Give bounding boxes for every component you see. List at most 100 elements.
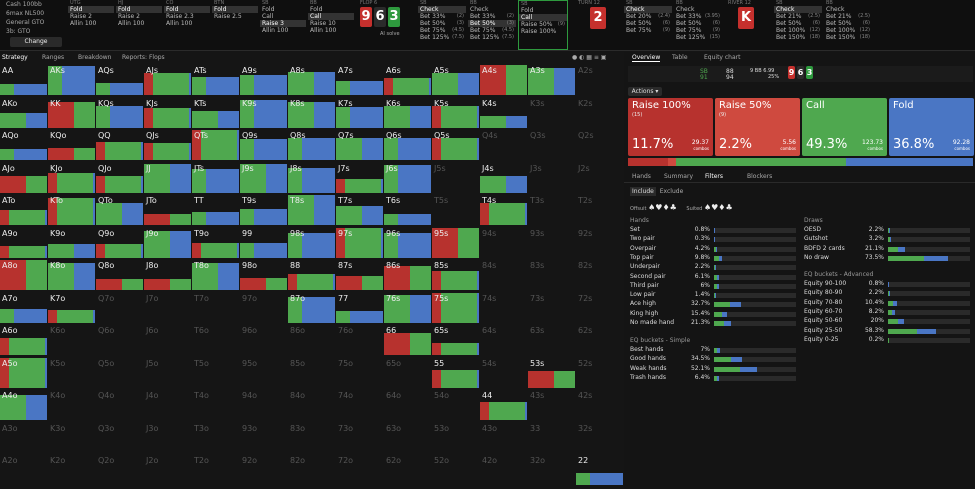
hand-cell[interactable]: T2s — [576, 195, 623, 226]
tab-hands[interactable]: Hands — [632, 173, 651, 180]
stat-row[interactable]: Equity 80-90 2.2% — [804, 289, 972, 298]
hand-cell[interactable]: A3s — [528, 65, 575, 96]
hand-cell[interactable]: K2o — [48, 455, 95, 486]
stat-row[interactable]: Weak hands 52.1% — [630, 365, 798, 374]
action-option[interactable]: Call — [308, 13, 354, 20]
hand-cell[interactable]: A5o — [0, 358, 47, 389]
hand-cell[interactable]: AJo — [0, 163, 47, 194]
hand-cell[interactable]: 72s — [576, 293, 623, 324]
action-option[interactable]: Check — [824, 6, 872, 13]
hand-cell[interactable]: 98s — [288, 228, 335, 259]
action-option[interactable]: Call — [519, 14, 567, 21]
hand-cell[interactable]: T5o — [192, 358, 239, 389]
hand-cell[interactable]: 75s — [432, 293, 479, 324]
tab-table[interactable]: Table — [672, 54, 688, 61]
hand-cell[interactable]: A8s — [288, 65, 335, 96]
hand-cell[interactable]: KK — [48, 98, 95, 129]
action-option[interactable]: Bet 125% (7.5) — [418, 34, 466, 41]
tab-blockers[interactable]: Blockers — [747, 173, 773, 180]
hand-cell[interactable]: 75o — [336, 358, 383, 389]
hand-cell[interactable]: 87s — [336, 260, 383, 291]
hand-cell[interactable]: 52s — [576, 358, 623, 389]
hand-cell[interactable]: 64o — [384, 390, 431, 421]
hand-cell[interactable]: 82o — [288, 455, 335, 486]
hand-cell[interactable]: K9o — [48, 228, 95, 259]
board-card[interactable]: 3 — [388, 7, 400, 27]
hand-cell[interactable]: Q6s — [384, 130, 431, 161]
hand-cell[interactable]: 32o — [528, 455, 575, 486]
hand-cell[interactable]: J6s — [384, 163, 431, 194]
hand-cell[interactable]: K4o — [48, 390, 95, 421]
action-option[interactable]: Bet 125% (7.5) — [468, 34, 516, 41]
stat-row[interactable]: Good hands 34.5% — [630, 355, 798, 364]
action-option[interactable]: Raise 50% (9) — [519, 21, 567, 28]
hand-cell[interactable]: Q3s — [528, 130, 575, 161]
hand-cell[interactable]: 42o — [480, 455, 527, 486]
hand-cell[interactable]: J8s — [288, 163, 335, 194]
hand-cell[interactable]: J2s — [576, 163, 623, 194]
hand-cell[interactable]: K6o — [48, 325, 95, 356]
actions-dropdown[interactable]: Actions ▾ — [628, 87, 662, 96]
action-option[interactable]: Raise 2 — [118, 13, 140, 20]
hand-cell[interactable]: T2o — [192, 455, 239, 486]
action-option[interactable]: Bet 150% (18) — [774, 34, 822, 41]
stat-row[interactable]: Set 0.8% — [630, 226, 798, 235]
tab-equity-chart[interactable]: Equity chart — [704, 54, 741, 61]
breakdown-tab[interactable]: Breakdown — [78, 54, 112, 61]
hand-cell[interactable]: 76o — [336, 325, 383, 356]
action-card[interactable]: Call 49.3% 123.73 combos — [802, 98, 887, 156]
action-option[interactable]: Bet 21% (2.5) — [824, 13, 872, 20]
hand-cell[interactable]: 53s — [528, 358, 575, 389]
hand-cell[interactable]: K7o — [48, 293, 95, 324]
ai-solve-button[interactable]: AI solve — [380, 31, 400, 37]
hand-cell[interactable]: J3o — [144, 423, 191, 454]
action-option[interactable]: Raise 2 — [70, 13, 92, 20]
hand-cell[interactable]: TT — [192, 195, 239, 226]
hand-cell[interactable]: AKs — [48, 65, 95, 96]
action-option[interactable]: Allin 100 — [118, 20, 145, 27]
hand-cell[interactable]: KJo — [48, 163, 95, 194]
action-option[interactable]: Fold — [164, 6, 210, 13]
hand-cell[interactable]: K8s — [288, 98, 335, 129]
hand-cell[interactable]: A3o — [0, 423, 47, 454]
stat-row[interactable]: Two pair 0.3% — [630, 235, 798, 244]
reports-tab[interactable]: Reports: Flops — [122, 54, 165, 61]
hand-cell[interactable]: 43s — [528, 390, 575, 421]
board-card[interactable]: 6 — [374, 7, 386, 27]
hand-cell[interactable]: J9o — [144, 228, 191, 259]
hand-cell[interactable]: 83o — [288, 423, 335, 454]
hand-cell[interactable]: 88 — [288, 260, 335, 291]
hand-cell[interactable]: T6s — [384, 195, 431, 226]
hand-cell[interactable]: 65o — [384, 358, 431, 389]
hand-cell[interactable]: AKo — [0, 98, 47, 129]
hand-cell[interactable]: A5s — [432, 65, 479, 96]
action-option[interactable]: Raise 2.5 — [214, 13, 242, 20]
hand-cell[interactable]: 77 — [336, 293, 383, 324]
hand-cell[interactable]: 62s — [576, 325, 623, 356]
hand-cell[interactable]: 72o — [336, 455, 383, 486]
action-option[interactable]: Allin 100 — [166, 20, 193, 27]
hand-cell[interactable]: JTs — [192, 163, 239, 194]
action-option[interactable]: Bet 33% (3.95) — [674, 13, 722, 20]
hand-cell[interactable]: AJs — [144, 65, 191, 96]
hand-cell[interactable]: 63o — [384, 423, 431, 454]
hand-cell[interactable]: 96o — [240, 325, 287, 356]
hand-cell[interactable]: 42s — [576, 390, 623, 421]
hand-cell[interactable]: A6s — [384, 65, 431, 96]
hand-cell[interactable]: Q4s — [480, 130, 527, 161]
hand-cell[interactable]: T9s — [240, 195, 287, 226]
hand-cell[interactable]: AA — [0, 65, 47, 96]
hand-cell[interactable]: Q9s — [240, 130, 287, 161]
hand-cell[interactable]: J6o — [144, 325, 191, 356]
action-option[interactable]: Bet 75% (4.5) — [418, 27, 466, 34]
hand-cell[interactable]: Q8o — [96, 260, 143, 291]
hand-cell[interactable]: 94s — [480, 228, 527, 259]
hand-cell[interactable]: K7s — [336, 98, 383, 129]
hand-cell[interactable]: 54o — [432, 390, 479, 421]
hand-cell[interactable]: JTo — [144, 195, 191, 226]
hand-cell[interactable]: Q3o — [96, 423, 143, 454]
hand-cell[interactable]: 32s — [576, 423, 623, 454]
hand-cell[interactable]: Q2o — [96, 455, 143, 486]
hand-cell[interactable]: A2o — [0, 455, 47, 486]
action-option[interactable]: Fold — [262, 6, 275, 13]
